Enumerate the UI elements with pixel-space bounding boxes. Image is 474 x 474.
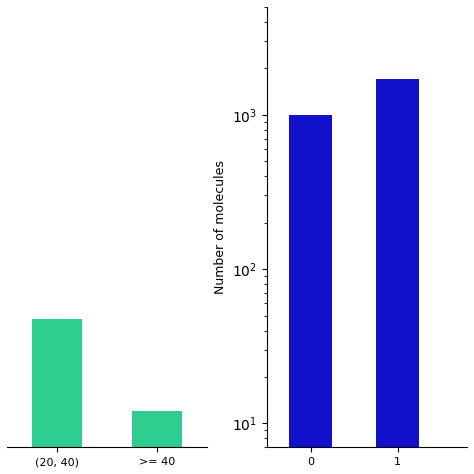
- Bar: [289, 115, 332, 474]
- Bar: [376, 79, 419, 474]
- Bar: [32, 319, 82, 447]
- Y-axis label: Number of molecules: Number of molecules: [214, 160, 227, 294]
- Bar: [132, 410, 182, 447]
